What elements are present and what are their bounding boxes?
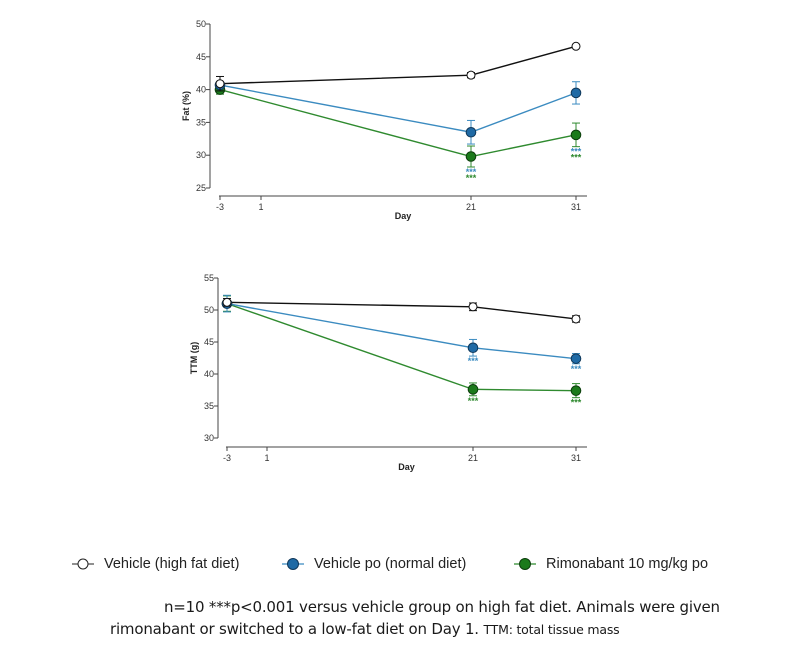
x-tick-label: 31 xyxy=(571,453,581,463)
y-tick-label: 50 xyxy=(196,19,206,29)
y-tick-label: 35 xyxy=(204,401,214,411)
y-tick-label: 40 xyxy=(204,369,214,379)
legend: Vehicle (high fat diet) Vehicle po (norm… xyxy=(72,553,772,575)
data-point-hfd xyxy=(571,41,581,51)
x-tick-label: 1 xyxy=(264,453,269,463)
y-tick-label: 45 xyxy=(204,337,214,347)
significance-marker-rim: *** xyxy=(468,396,479,406)
significance-marker-rim: *** xyxy=(571,153,582,163)
significance-marker-normal: *** xyxy=(571,147,582,157)
y-tick-label: 30 xyxy=(204,433,214,443)
x-tick-label: 31 xyxy=(571,202,581,212)
open-circle-marker-icon xyxy=(72,558,94,570)
blue-filled-circle-marker-icon xyxy=(282,558,304,570)
data-point-hfd xyxy=(466,70,476,80)
caption-abbreviation: TTM: total tissue mass xyxy=(483,622,620,637)
green-filled-circle-marker-icon xyxy=(514,558,536,570)
significance-marker-rim: *** xyxy=(466,173,477,183)
data-point-hfd xyxy=(215,79,225,89)
series-line-hfd xyxy=(219,45,577,85)
legend-item-vehicle-normal: Vehicle po (normal diet) xyxy=(282,553,466,575)
y-tick-label: 55 xyxy=(204,273,214,283)
data-point-rim xyxy=(467,384,479,395)
data-point-rim xyxy=(465,151,477,162)
caption-line-2: rimonabant or switched to a low-fat diet… xyxy=(110,620,479,638)
data-point-normal xyxy=(570,353,582,364)
caption-line-1: n=10 ***p<0.001 versus vehicle group on … xyxy=(164,598,720,616)
legend-label: Rimonabant 10 mg/kg po xyxy=(546,556,709,572)
legend-label: Vehicle po (normal diet) xyxy=(314,556,467,572)
y-axis-title: Fat (%) xyxy=(181,91,191,121)
legend-label: Vehicle (high fat diet) xyxy=(104,556,240,572)
x-axis-title: Day xyxy=(398,462,415,472)
series-line-rim xyxy=(226,302,577,392)
x-tick-label: 21 xyxy=(466,202,476,212)
x-tick-label: -3 xyxy=(223,453,231,463)
ttm-chart: 30 35 40 45 50 55 TTM (g) -3 1 21 31 Day *** *** *** **… xyxy=(189,273,587,472)
significance-marker-normal: *** xyxy=(468,356,479,366)
series-line-hfd xyxy=(226,301,577,320)
data-point-normal xyxy=(465,126,477,138)
figure-caption: n=10 ***p<0.001 versus vehicle group on … xyxy=(110,596,790,641)
x-axis-title: Day xyxy=(395,211,412,221)
y-tick-label: 45 xyxy=(196,52,206,62)
x-tick-label: 1 xyxy=(258,202,263,212)
legend-item-rimonabant: Rimonabant 10 mg/kg po xyxy=(514,553,708,575)
y-tick-label: 50 xyxy=(204,305,214,315)
y-tick-label: 25 xyxy=(196,183,206,193)
data-point-rim xyxy=(570,129,582,141)
data-point-hfd xyxy=(222,297,232,307)
series-line-rim xyxy=(219,88,577,158)
data-point-normal xyxy=(570,87,582,99)
significance-marker-rim: *** xyxy=(571,398,582,408)
significance-marker-normal: *** xyxy=(571,364,582,374)
data-point-normal xyxy=(467,342,479,354)
significance-marker-normal: *** xyxy=(466,167,477,177)
x-tick-label: 21 xyxy=(468,453,478,463)
y-tick-label: 30 xyxy=(196,150,206,160)
data-point-hfd xyxy=(571,314,581,324)
y-axis-title: TTM (g) xyxy=(189,342,199,374)
series-line-normal xyxy=(226,302,577,360)
legend-item-vehicle-high-fat: Vehicle (high fat diet) xyxy=(72,553,239,575)
y-tick-label: 35 xyxy=(196,117,206,127)
data-point-hfd xyxy=(468,302,478,312)
series-line-normal xyxy=(219,84,577,133)
y-tick-label: 40 xyxy=(196,85,206,95)
x-tick-label: -3 xyxy=(216,202,224,212)
data-point-rim xyxy=(570,385,582,396)
